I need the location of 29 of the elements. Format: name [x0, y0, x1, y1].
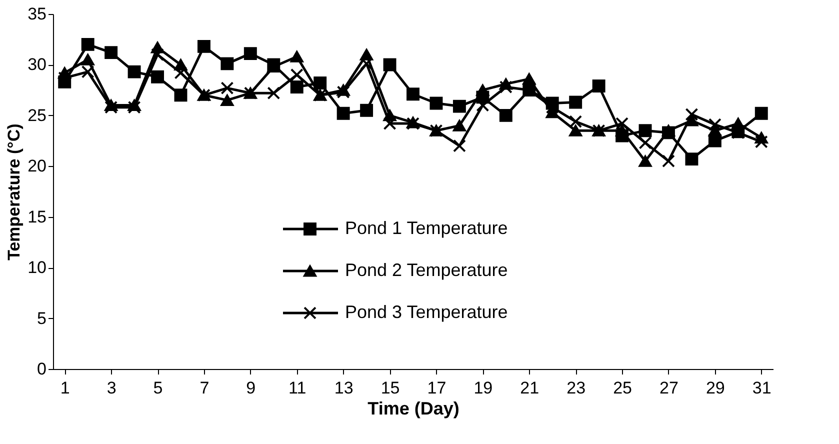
- legend-label: Pond 2 Temperature: [345, 260, 508, 280]
- x-tick-label: 11: [288, 378, 306, 398]
- x-tick-label: 15: [380, 378, 400, 398]
- y-tick-label: 25: [28, 106, 46, 125]
- y-tick-label: 30: [28, 55, 46, 74]
- legend-label: Pond 3 Temperature: [345, 302, 508, 322]
- x-tick-label: 1: [60, 378, 70, 398]
- x-tick-label: 23: [566, 378, 586, 398]
- legend-label: Pond 1 Temperature: [345, 218, 508, 238]
- x-tick-label: 5: [153, 378, 163, 398]
- y-tick-label: 15: [28, 207, 46, 226]
- x-tick-label: 21: [520, 378, 540, 398]
- x-tick-label: 19: [474, 378, 493, 398]
- y-tick-label: 35: [28, 4, 46, 24]
- y-tick-label: 5: [37, 308, 46, 328]
- x-tick-label: 25: [613, 378, 632, 398]
- y-tick-label: 10: [28, 258, 46, 278]
- x-tick-label: 31: [752, 378, 772, 398]
- x-tick-label: 7: [200, 378, 210, 398]
- x-tick-label: 9: [246, 378, 256, 398]
- x-tick-label: 3: [106, 378, 116, 398]
- y-tick-label: 0: [37, 360, 46, 378]
- y-axis-title: Temperature (°C): [4, 124, 24, 260]
- x-tick-label: 27: [660, 378, 678, 398]
- y-tick-label: 20: [28, 156, 46, 176]
- x-tick-label: 17: [427, 378, 446, 398]
- x-tick-label: 13: [334, 378, 354, 398]
- x-axis-title: Time (Day): [368, 398, 460, 418]
- x-tick-label: 29: [706, 378, 725, 398]
